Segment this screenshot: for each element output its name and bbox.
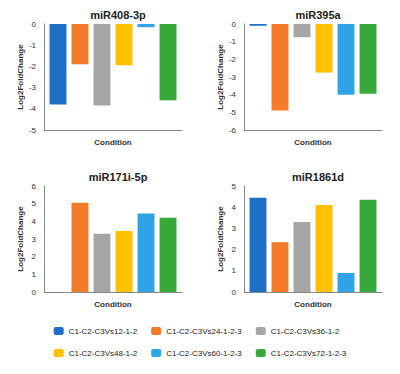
svg-text:1: 1 (32, 270, 37, 279)
svg-text:-2: -2 (229, 55, 237, 64)
svg-text:-3: -3 (29, 83, 37, 92)
svg-text:0: 0 (32, 288, 37, 297)
svg-text:-6: -6 (229, 126, 237, 135)
svg-text:0: 0 (32, 20, 37, 29)
svg-text:4: 4 (32, 217, 37, 226)
svg-text:6: 6 (32, 182, 37, 191)
svg-text:-3: -3 (229, 73, 237, 82)
svg-text:C1-C2-C3Vs60-1-2-3: C1-C2-C3Vs60-1-2-3 (166, 349, 242, 358)
svg-text:C1-C2-C3Vs72-1-2-3: C1-C2-C3Vs72-1-2-3 (271, 349, 347, 358)
svg-text:2: 2 (232, 245, 237, 254)
svg-text:miR408-3p: miR408-3p (90, 9, 146, 21)
svg-text:miR395a: miR395a (295, 9, 341, 21)
svg-text:miR171i-5p: miR171i-5p (89, 171, 148, 183)
svg-text:Condition: Condition (294, 300, 331, 309)
svg-text:2: 2 (32, 252, 37, 261)
svg-text:1: 1 (232, 266, 237, 275)
svg-text:Log2FoldChange: Log2FoldChange (216, 206, 225, 272)
svg-text:C1-C2-C3Vs24-1-2-3: C1-C2-C3Vs24-1-2-3 (166, 327, 242, 336)
svg-text:-1: -1 (29, 41, 37, 50)
svg-text:-4: -4 (29, 104, 37, 113)
svg-text:Log2FoldChange: Log2FoldChange (16, 44, 25, 110)
svg-text:5: 5 (32, 199, 37, 208)
svg-text:-5: -5 (229, 108, 237, 117)
svg-text:0: 0 (232, 288, 237, 297)
svg-text:-4: -4 (229, 90, 237, 99)
svg-text:miR1861d: miR1861d (292, 171, 344, 183)
svg-text:C1-C2-C3Vs36-1-2: C1-C2-C3Vs36-1-2 (271, 327, 340, 336)
svg-text:C1-C2-C3Vs12-1-2: C1-C2-C3Vs12-1-2 (69, 327, 138, 336)
svg-text:Log2FoldChange: Log2FoldChange (216, 44, 225, 110)
svg-text:Condition: Condition (94, 300, 131, 309)
svg-text:4: 4 (232, 203, 237, 212)
svg-text:Log2FoldChange: Log2FoldChange (16, 206, 25, 272)
svg-text:Condition: Condition (294, 138, 331, 147)
svg-text:3: 3 (232, 224, 237, 233)
svg-text:-2: -2 (29, 62, 37, 71)
svg-text:0: 0 (232, 20, 237, 29)
svg-text:-5: -5 (29, 126, 37, 135)
svg-text:Condition: Condition (94, 138, 131, 147)
svg-text:C1-C2-C3Vs48-1-2: C1-C2-C3Vs48-1-2 (69, 349, 138, 358)
svg-text:-1: -1 (229, 37, 237, 46)
svg-text:3: 3 (32, 235, 37, 244)
svg-text:5: 5 (232, 182, 237, 191)
